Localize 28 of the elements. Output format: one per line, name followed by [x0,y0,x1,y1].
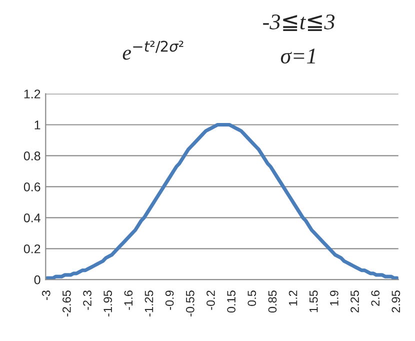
y-tick-label: 0.8 [24,152,40,160]
x-tick-label: 1.55 [310,290,318,312]
x-tick-label: -3 [42,290,50,300]
x-tick-label: 2.95 [392,290,400,312]
x-tick-label: -1.25 [144,290,154,316]
x-tick-label: -0.55 [186,290,194,316]
text: e$^{−t²/2σ²}$ [122,40,184,60]
x-tick-label: 2.6 [371,290,380,306]
x-tick-label: 1.9 [330,290,338,306]
x-tick-label: -1.6 [124,290,133,310]
x-tick-label: -2.3 [83,290,92,310]
y-tick-label: 1.2 [24,90,40,98]
x-tick-label: 0.5 [248,290,256,306]
x-tick-label: 0.15 [227,290,236,313]
x-tick-label: -2.65 [62,290,71,316]
y-tick-label: 0.2 [24,244,40,254]
y-tick-label: 0.6 [24,182,40,192]
x-tick-label: -0.9 [165,290,174,310]
y-tick-label: 1 [34,120,40,130]
text: σ=1 [280,48,315,64]
y-tick-label: 0 [34,275,40,284]
text: -3≦t≦3 [263,14,335,32]
x-tick-label: 1.2 [288,290,298,306]
y-tick-label: 0.4 [24,213,40,222]
x-tick-label: -0.2 [206,290,215,310]
x-tick-label: 0.85 [268,290,277,313]
x-tick-label: 2.25 [350,290,359,312]
x-tick-label: -1.95 [104,290,112,316]
